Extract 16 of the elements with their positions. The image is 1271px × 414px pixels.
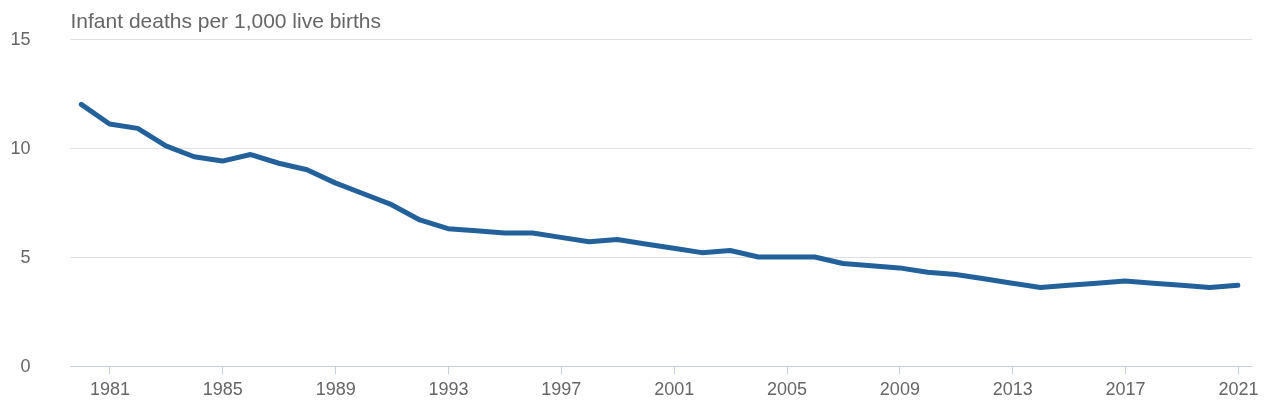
- x-tick-label: 1981: [89, 378, 131, 399]
- x-tick-label: 2013: [992, 378, 1033, 399]
- x-tick-label: 1993: [428, 378, 469, 399]
- y-axis-title: Infant deaths per 1,000 live births: [70, 8, 382, 32]
- x-tick-label: 2021: [1218, 378, 1259, 399]
- x-tick-label: 2001: [654, 378, 695, 399]
- x-tick-label: 2005: [767, 378, 808, 399]
- x-tick-label: 2017: [1105, 378, 1146, 399]
- x-tick-label: 1997: [541, 378, 582, 399]
- y-tick-label: 15: [10, 28, 31, 49]
- y-tick-label: 5: [20, 246, 31, 267]
- x-tick-label: 1989: [315, 378, 356, 399]
- x-tick-label: 2009: [879, 378, 920, 399]
- y-tick-label: 10: [10, 137, 31, 158]
- x-tick-label: 1985: [202, 378, 243, 399]
- y-tick-label: 0: [20, 355, 31, 376]
